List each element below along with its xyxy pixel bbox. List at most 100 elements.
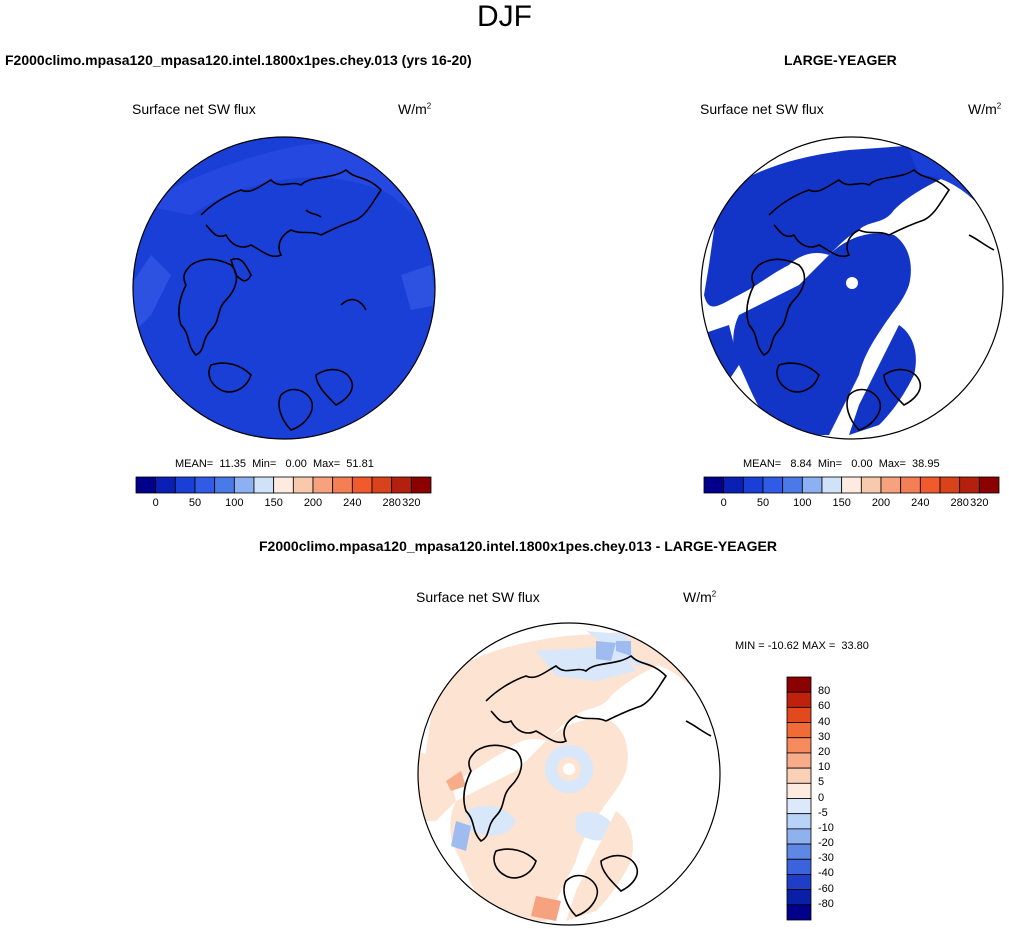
colorbar-swatch: [214, 476, 235, 494]
colorbar-tick-label: 150: [264, 497, 283, 509]
colorbar-swatch: [786, 798, 812, 815]
test-map-border: [132, 136, 436, 440]
colorbar-tick-label: 60: [818, 700, 831, 713]
colorbar-tick-label: 280: [382, 497, 401, 509]
colorbar-swatch: [391, 476, 412, 494]
ref-variable-label: Surface net SW flux: [700, 101, 824, 117]
colorbar-tick-label: -60: [818, 882, 834, 895]
colorbar-tick-label: -30: [818, 852, 834, 865]
colorbar-tick-label: 320: [970, 497, 989, 509]
test-coastlines: [178, 168, 383, 431]
colorbar-swatch: [900, 476, 921, 494]
colorbar-swatch: [841, 476, 862, 494]
test-case-title: F2000climo.mpasa120_mpasa120.intel.1800x…: [5, 52, 472, 68]
diff-stats: MIN = -10.62 MAX = 33.80: [735, 640, 869, 652]
colorbar-tick-label: 100: [225, 497, 244, 509]
ref-colorbar-labels: 0 50 100 150 200 240 280 320: [704, 497, 999, 511]
colorbar-tick-label: 0: [818, 791, 825, 804]
ref-map-border: [700, 136, 1004, 440]
colorbar-swatch: [786, 706, 812, 723]
ref-colorbar: [703, 476, 1000, 494]
test-polar-map: [132, 136, 436, 440]
ref-coastlines: [746, 168, 995, 431]
colorbar-swatch: [786, 858, 812, 875]
colorbar-swatch: [939, 476, 961, 494]
colorbar-swatch: [786, 813, 812, 830]
colorbar-swatch: [978, 476, 1000, 494]
colorbar-swatch: [801, 476, 823, 494]
colorbar-tick-label: 0: [152, 497, 159, 509]
diff-polar-map: [417, 622, 721, 926]
test-map-band: [141, 140, 435, 235]
colorbar-swatch: [786, 691, 812, 708]
test-variable-label: Surface net SW flux: [132, 101, 256, 117]
colorbar-tick-label: -5: [818, 806, 828, 819]
colorbar-tick-label: 280: [950, 497, 969, 509]
test-colorbar-labels: 0 50 100 150 200 240 280 320: [136, 497, 431, 511]
colorbar-tick-label: 200: [303, 497, 323, 509]
colorbar-swatch: [742, 476, 764, 494]
colorbar-swatch: [273, 476, 294, 494]
colorbar-tick-label: 20: [818, 745, 831, 758]
ref-units-label: W/m2: [968, 101, 1002, 117]
colorbar-tick-label: 240: [911, 497, 930, 509]
ref-stats: MEAN= 8.84 Min= 0.00 Max= 38.95: [743, 458, 940, 470]
colorbar-tick-label: -20: [818, 837, 834, 850]
diff-map-border: [417, 622, 721, 926]
colorbar-swatch: [292, 476, 314, 494]
ref-pole-gap: [846, 277, 858, 289]
colorbar-swatch: [786, 782, 812, 799]
ref-ocean-north: [704, 145, 949, 307]
ref-case-title: LARGE-YEAGER: [784, 52, 897, 68]
colorbar-tick-label: 150: [832, 497, 851, 509]
test-stats: MEAN= 11.35 Min= 0.00 Max= 51.81: [175, 458, 374, 470]
colorbar-swatch: [786, 752, 812, 769]
colorbar-tick-label: 100: [793, 497, 812, 509]
colorbar-swatch: [786, 874, 812, 891]
colorbar-tick-label: -10: [818, 821, 834, 834]
colorbar-swatch: [786, 767, 812, 784]
colorbar-swatch: [371, 476, 393, 494]
colorbar-tick-label: 5: [818, 776, 825, 789]
diff-units-label: W/m2: [683, 589, 717, 605]
test-units-label: W/m2: [398, 101, 432, 117]
diff-case-title: F2000climo.mpasa120_mpasa120.intel.1800x…: [259, 538, 778, 554]
colorbar-swatch: [351, 476, 373, 494]
colorbar-swatch: [880, 476, 902, 494]
diff-colorbar: [786, 676, 812, 921]
colorbar-tick-label: 30: [818, 730, 831, 743]
colorbar-tick-label: 80: [818, 685, 831, 698]
colorbar-swatch: [786, 904, 812, 921]
colorbar-tick-label: 50: [756, 497, 770, 509]
colorbar-swatch: [786, 828, 812, 845]
test-colorbar: [135, 476, 432, 494]
colorbar-tick-label: 200: [871, 497, 891, 509]
colorbar-swatch: [959, 476, 980, 494]
colorbar-swatch: [233, 476, 255, 494]
diff-coastlines: [463, 654, 712, 917]
colorbar-swatch: [860, 476, 882, 494]
ref-ocean-center: [733, 233, 911, 435]
colorbar-tick-label: 10: [818, 761, 831, 774]
colorbar-swatch: [821, 476, 843, 494]
season-title: DJF: [477, 0, 532, 33]
colorbar-swatch: [253, 476, 275, 494]
colorbar-swatch: [410, 476, 432, 494]
colorbar-swatch: [762, 476, 784, 494]
colorbar-swatch: [786, 843, 812, 860]
colorbar-swatch: [723, 476, 744, 494]
colorbar-tick-label: 50: [188, 497, 202, 509]
colorbar-tick-label: 320: [402, 497, 421, 509]
colorbar-swatch: [786, 676, 812, 693]
colorbar-swatch: [332, 476, 353, 494]
colorbar-tick-label: -80: [818, 897, 834, 910]
colorbar-tick-label: 240: [343, 497, 362, 509]
colorbar-swatch: [174, 476, 196, 494]
colorbar-swatch: [194, 476, 216, 494]
diff-colorbar-labels: 80 60 40 30 20 10 5 0 -5 -10 -20 -30 -40 -60 -80: [818, 677, 858, 920]
colorbar-swatch: [786, 889, 812, 906]
colorbar-tick-label: 0: [720, 497, 727, 509]
colorbar-tick-label: 40: [818, 715, 831, 728]
colorbar-swatch: [703, 476, 725, 494]
colorbar-swatch: [786, 722, 812, 739]
